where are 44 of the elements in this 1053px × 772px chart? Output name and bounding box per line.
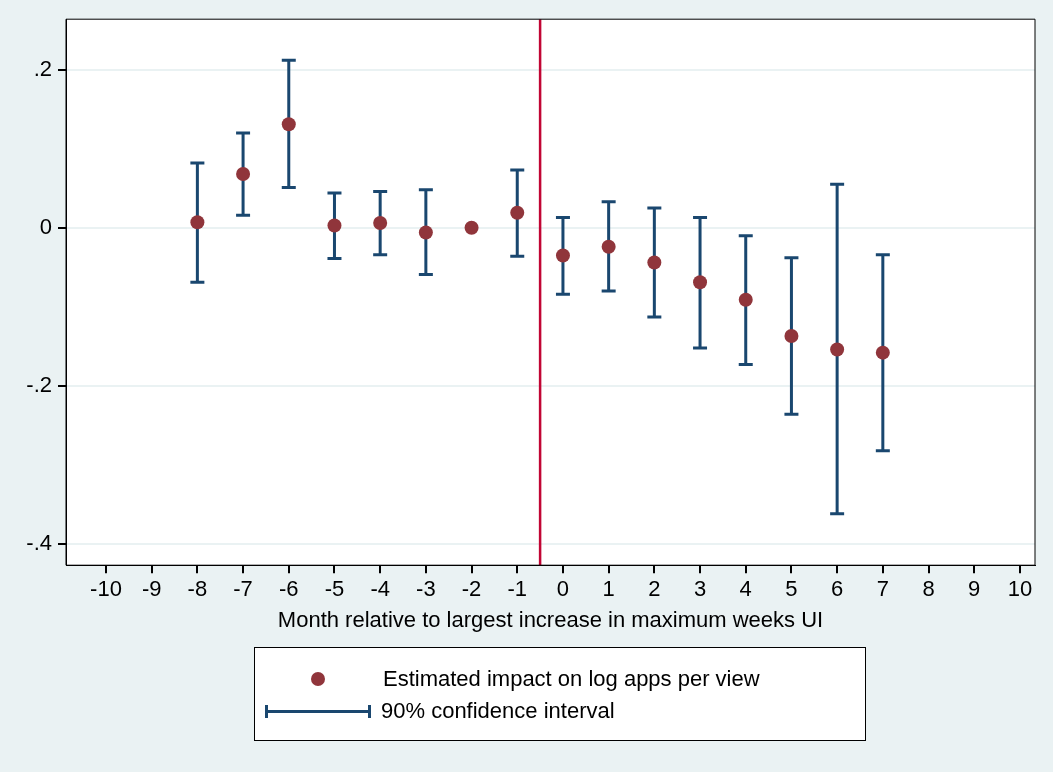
- x-axis-title: Month relative to largest increase in maximum weeks UI: [277, 606, 824, 632]
- point: [647, 255, 662, 270]
- x-tick-label: -7: [233, 576, 253, 602]
- y-tick-label: 0: [39, 213, 52, 239]
- point: [601, 239, 616, 254]
- x-tick-label: -2: [461, 576, 482, 602]
- x-tick-label: -6: [278, 576, 299, 602]
- x-tick-label: 4: [739, 576, 752, 602]
- y-tick-label: .2: [33, 55, 52, 81]
- point: [510, 205, 525, 220]
- x-tick-label: -8: [187, 576, 208, 602]
- point: [236, 167, 251, 182]
- x-tick-label: 5: [785, 576, 798, 602]
- x-tick-label: -5: [324, 576, 345, 602]
- point: [373, 216, 388, 231]
- x-tick-label: 9: [968, 576, 981, 602]
- x-tick-label: 7: [876, 576, 889, 602]
- point: [327, 218, 342, 233]
- y-tick-label: -.4: [26, 529, 52, 555]
- point: [190, 215, 205, 230]
- point: [738, 292, 753, 307]
- text: 90% confidence interval: [381, 698, 615, 724]
- point: [784, 329, 799, 344]
- point: [875, 345, 890, 360]
- text: Estimated impact on log apps per view: [383, 666, 760, 692]
- point: [281, 117, 296, 132]
- x-tick-label: 1: [602, 576, 615, 602]
- point: [555, 248, 570, 263]
- x-tick-label: 8: [922, 576, 935, 602]
- x-tick-label: -1: [507, 576, 528, 602]
- x-tick-label: -10: [90, 576, 122, 602]
- x-tick-label: -3: [416, 576, 436, 602]
- x-tick-label: -9: [141, 576, 162, 602]
- point: [693, 275, 708, 290]
- point: [418, 225, 433, 240]
- point: [464, 220, 479, 235]
- x-tick-label: -4: [370, 576, 390, 602]
- x-tick-label: 10: [1007, 576, 1033, 602]
- y-tick-label: -.2: [26, 371, 52, 397]
- x-tick-label: 3: [693, 576, 707, 602]
- x-tick-label: 6: [831, 576, 844, 602]
- x-tick-label: 2: [648, 576, 661, 602]
- point: [830, 342, 845, 357]
- x-tick-label: 0: [556, 576, 570, 602]
